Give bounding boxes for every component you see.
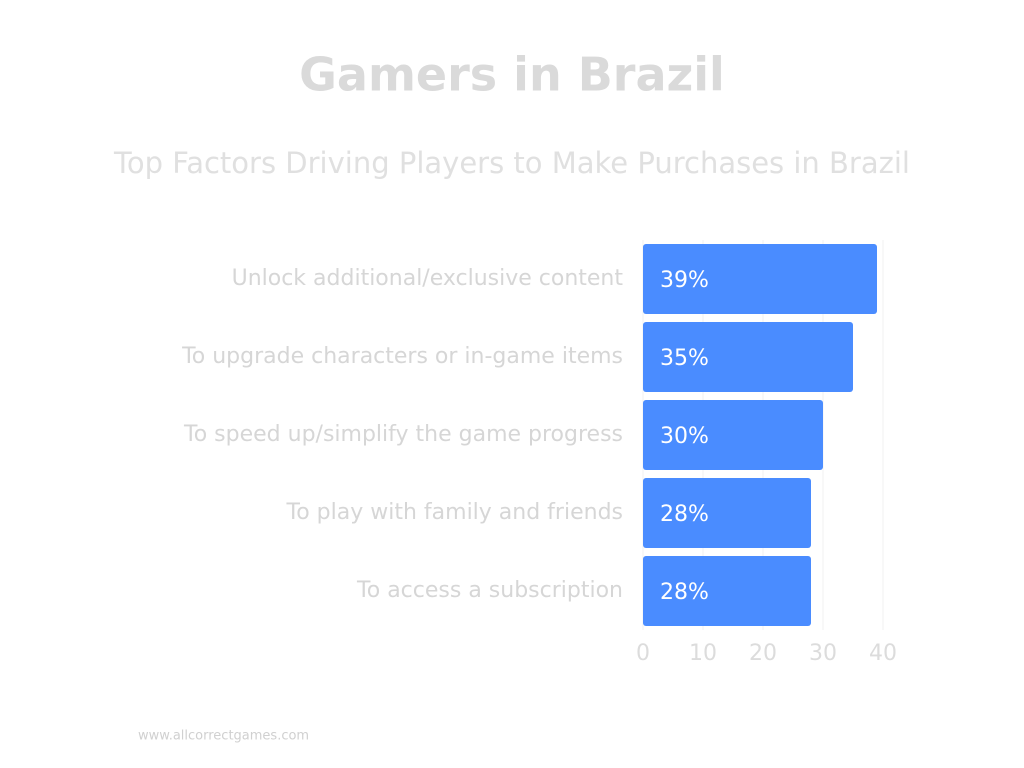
x-tick-label: 10 — [689, 641, 717, 666]
y-tick-label: Unlock additional/exclusive content — [232, 266, 624, 291]
bar — [643, 556, 811, 626]
chart-subtitle: Top Factors Driving Players to Make Purc… — [113, 146, 910, 180]
y-tick-label: To access a subscription — [356, 578, 623, 603]
y-tick-label: To play with family and friends — [286, 500, 623, 525]
bar — [643, 322, 853, 392]
x-tick-label: 20 — [749, 641, 777, 666]
value-label: 39% — [660, 268, 709, 293]
bar — [643, 400, 823, 470]
value-label: 28% — [660, 580, 709, 605]
x-tick-label: 0 — [636, 641, 650, 666]
x-tick-label: 40 — [869, 641, 897, 666]
x-tick-label: 30 — [809, 641, 837, 666]
bar — [643, 244, 877, 314]
value-label: 28% — [660, 502, 709, 527]
y-tick-label: To upgrade characters or in-game items — [181, 344, 623, 369]
chart-title: Gamers in Brazil — [299, 48, 725, 102]
footer: www.allcorrectgames.com — [138, 729, 309, 744]
y-tick-label: To speed up/simplify the game progress — [183, 422, 623, 447]
value-label: 30% — [660, 424, 709, 449]
bar — [643, 478, 811, 548]
value-label: 35% — [660, 346, 709, 371]
